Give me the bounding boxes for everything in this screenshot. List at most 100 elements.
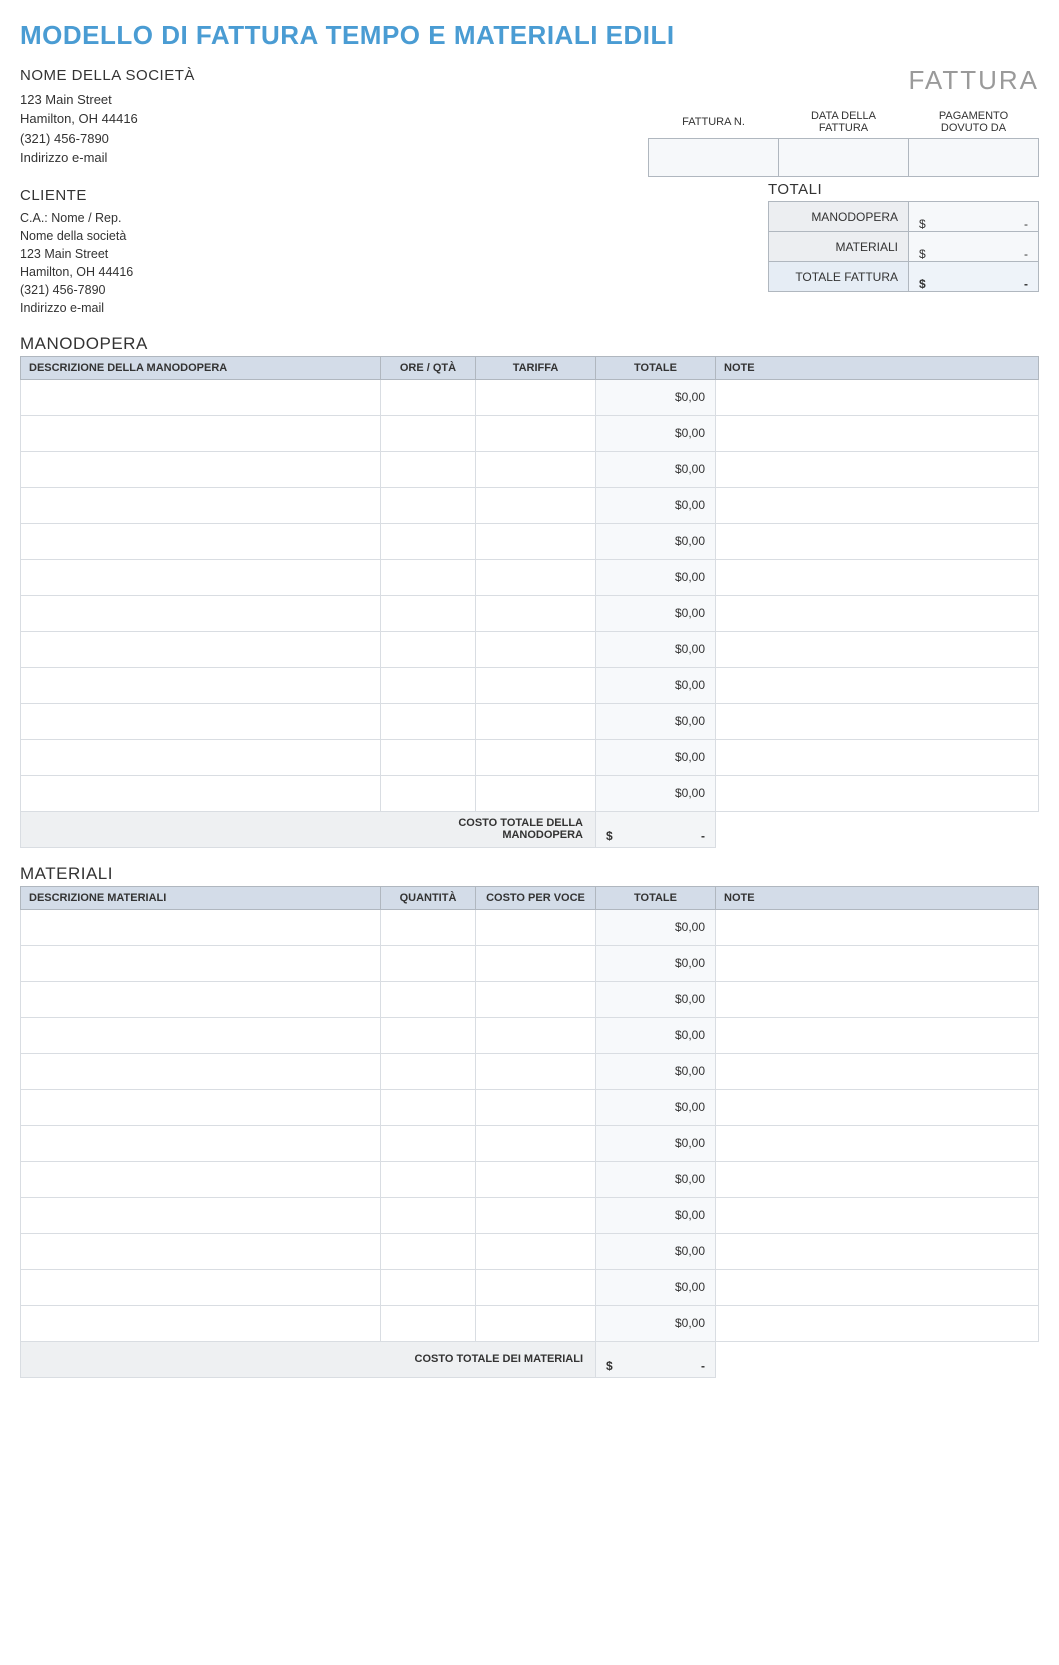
labor-cell-note[interactable] xyxy=(716,631,1039,667)
materials-cell-qty[interactable] xyxy=(381,1233,476,1269)
labor-cell-note[interactable] xyxy=(716,739,1039,775)
labor-cell-rate[interactable] xyxy=(476,631,596,667)
labor-cell-qty[interactable] xyxy=(381,559,476,595)
labor-cell-qty[interactable] xyxy=(381,451,476,487)
materials-cell-rate[interactable] xyxy=(476,981,596,1017)
labor-cell-qty[interactable] xyxy=(381,631,476,667)
materials-cell-note[interactable] xyxy=(716,1053,1039,1089)
labor-cell-rate[interactable] xyxy=(476,523,596,559)
materials-cell-rate[interactable] xyxy=(476,1269,596,1305)
materials-cell-qty[interactable] xyxy=(381,1305,476,1341)
materials-cell-note[interactable] xyxy=(716,1017,1039,1053)
labor-cell-rate[interactable] xyxy=(476,703,596,739)
materials-cell-desc[interactable] xyxy=(21,909,381,945)
labor-cell-qty[interactable] xyxy=(381,415,476,451)
materials-cell-rate[interactable] xyxy=(476,1233,596,1269)
labor-cell-qty[interactable] xyxy=(381,775,476,811)
materials-cell-note[interactable] xyxy=(716,1125,1039,1161)
labor-cell-rate[interactable] xyxy=(476,667,596,703)
materials-cell-qty[interactable] xyxy=(381,1053,476,1089)
labor-cell-rate[interactable] xyxy=(476,775,596,811)
materials-cell-rate[interactable] xyxy=(476,1161,596,1197)
materials-cell-desc[interactable] xyxy=(21,1053,381,1089)
materials-cell-note[interactable] xyxy=(716,1233,1039,1269)
labor-cell-qty[interactable] xyxy=(381,487,476,523)
materials-cell-note[interactable] xyxy=(716,981,1039,1017)
materials-cell-qty[interactable] xyxy=(381,1125,476,1161)
materials-cell-note[interactable] xyxy=(716,945,1039,981)
labor-cell-desc[interactable] xyxy=(21,703,381,739)
labor-cell-note[interactable] xyxy=(716,595,1039,631)
materials-cell-desc[interactable] xyxy=(21,945,381,981)
materials-cell-qty[interactable] xyxy=(381,945,476,981)
labor-cell-note[interactable] xyxy=(716,559,1039,595)
materials-cell-desc[interactable] xyxy=(21,1161,381,1197)
materials-cell-qty[interactable] xyxy=(381,1089,476,1125)
materials-cell-rate[interactable] xyxy=(476,1197,596,1233)
labor-cell-note[interactable] xyxy=(716,775,1039,811)
labor-cell-rate[interactable] xyxy=(476,739,596,775)
materials-cell-rate[interactable] xyxy=(476,1053,596,1089)
materials-cell-qty[interactable] xyxy=(381,1269,476,1305)
labor-cell-note[interactable] xyxy=(716,703,1039,739)
materials-cell-rate[interactable] xyxy=(476,1305,596,1341)
materials-cell-desc[interactable] xyxy=(21,1017,381,1053)
materials-cell-desc[interactable] xyxy=(21,1305,381,1341)
labor-cell-desc[interactable] xyxy=(21,739,381,775)
materials-cell-qty[interactable] xyxy=(381,1197,476,1233)
labor-cell-qty[interactable] xyxy=(381,739,476,775)
labor-cell-rate[interactable] xyxy=(476,559,596,595)
invoice-date-cell[interactable] xyxy=(779,139,909,177)
materials-cell-rate[interactable] xyxy=(476,1017,596,1053)
labor-cell-note[interactable] xyxy=(716,451,1039,487)
materials-cell-desc[interactable] xyxy=(21,1233,381,1269)
materials-cell-desc[interactable] xyxy=(21,1089,381,1125)
labor-cell-note[interactable] xyxy=(716,487,1039,523)
labor-cell-desc[interactable] xyxy=(21,667,381,703)
labor-cell-desc[interactable] xyxy=(21,559,381,595)
labor-cell-qty[interactable] xyxy=(381,523,476,559)
labor-cell-desc[interactable] xyxy=(21,451,381,487)
labor-cell-qty[interactable] xyxy=(381,379,476,415)
labor-cell-qty[interactable] xyxy=(381,703,476,739)
labor-cell-note[interactable] xyxy=(716,667,1039,703)
labor-cell-rate[interactable] xyxy=(476,379,596,415)
materials-cell-desc[interactable] xyxy=(21,1269,381,1305)
labor-cell-desc[interactable] xyxy=(21,775,381,811)
labor-cell-rate[interactable] xyxy=(476,415,596,451)
labor-cell-rate[interactable] xyxy=(476,595,596,631)
labor-cell-desc[interactable] xyxy=(21,595,381,631)
materials-cell-qty[interactable] xyxy=(381,1161,476,1197)
materials-cell-qty[interactable] xyxy=(381,981,476,1017)
materials-cell-note[interactable] xyxy=(716,1161,1039,1197)
invoice-due-cell[interactable] xyxy=(909,139,1039,177)
labor-cell-desc[interactable] xyxy=(21,631,381,667)
materials-cell-desc[interactable] xyxy=(21,1125,381,1161)
labor-cell-desc[interactable] xyxy=(21,487,381,523)
labor-cell-note[interactable] xyxy=(716,523,1039,559)
labor-cell-qty[interactable] xyxy=(381,595,476,631)
labor-cell-rate[interactable] xyxy=(476,487,596,523)
materials-cell-desc[interactable] xyxy=(21,1197,381,1233)
labor-cell-desc[interactable] xyxy=(21,415,381,451)
materials-cell-qty[interactable] xyxy=(381,1017,476,1053)
materials-cell-qty[interactable] xyxy=(381,909,476,945)
labor-cell-desc[interactable] xyxy=(21,523,381,559)
materials-cell-note[interactable] xyxy=(716,1089,1039,1125)
labor-table: DESCRIZIONE DELLA MANODOPERA ORE / QTÀ T… xyxy=(20,356,1039,848)
materials-cell-rate[interactable] xyxy=(476,945,596,981)
materials-cell-rate[interactable] xyxy=(476,1125,596,1161)
labor-cell-rate[interactable] xyxy=(476,451,596,487)
materials-cell-note[interactable] xyxy=(716,1305,1039,1341)
materials-cell-note[interactable] xyxy=(716,909,1039,945)
materials-cell-desc[interactable] xyxy=(21,981,381,1017)
labor-cell-qty[interactable] xyxy=(381,667,476,703)
invoice-number-cell[interactable] xyxy=(649,139,779,177)
labor-cell-note[interactable] xyxy=(716,379,1039,415)
materials-cell-rate[interactable] xyxy=(476,909,596,945)
labor-cell-desc[interactable] xyxy=(21,379,381,415)
materials-cell-note[interactable] xyxy=(716,1197,1039,1233)
materials-cell-note[interactable] xyxy=(716,1269,1039,1305)
labor-cell-note[interactable] xyxy=(716,415,1039,451)
materials-cell-rate[interactable] xyxy=(476,1089,596,1125)
